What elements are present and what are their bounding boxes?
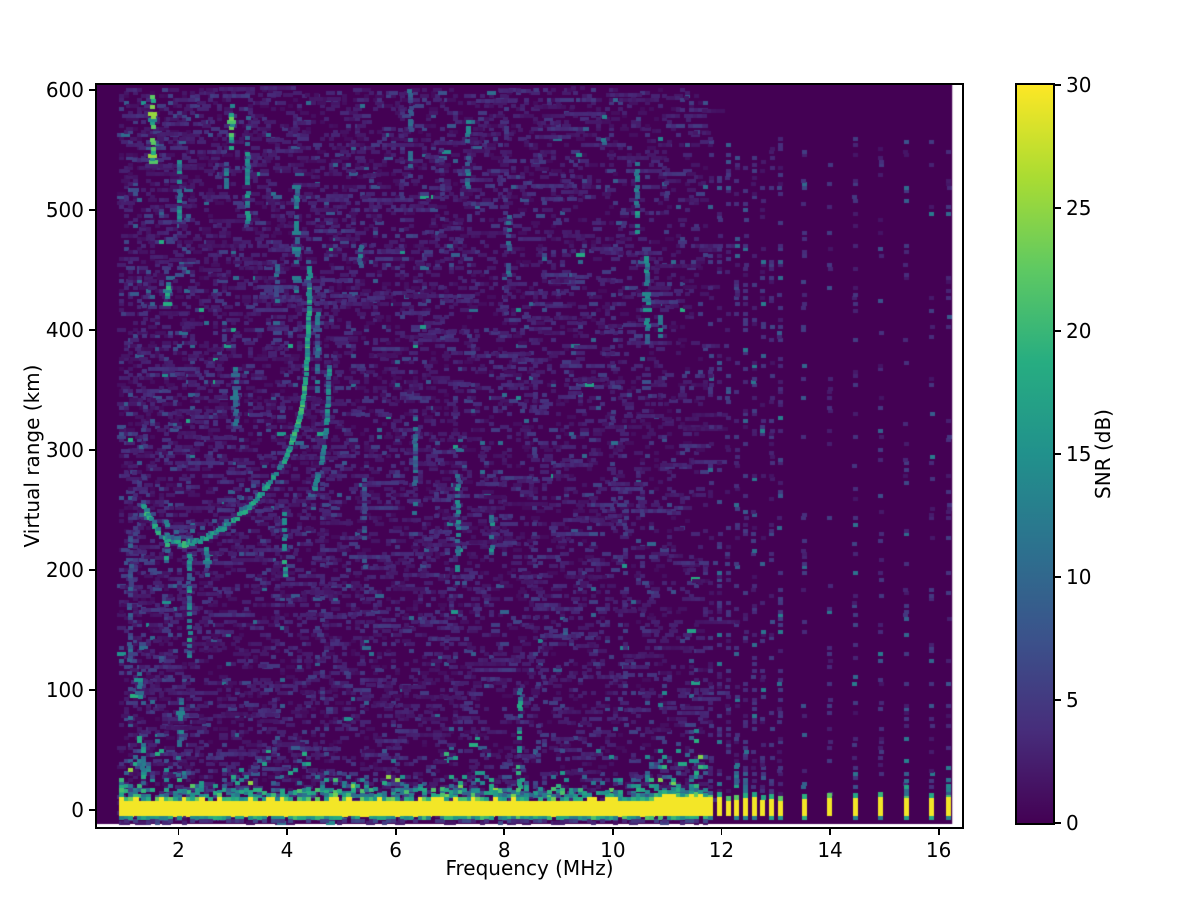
colorbar [1015,83,1055,825]
colorbar-tick-mark [1055,822,1061,824]
colorbar-tick-label: 10 [1066,565,1092,589]
y-tick-mark [89,88,95,91]
colorbar-label: SNR (dB) [1091,409,1115,499]
y-tick-mark [89,208,95,211]
y-tick-label: 300 [45,437,84,462]
y-tick-mark [89,329,95,331]
x-tick-label: 14 [817,838,843,862]
y-tick-mark [89,569,95,571]
y-tick-label: 200 [45,558,84,583]
x-tick-mark [829,829,831,835]
y-tick-mark [89,809,95,812]
x-tick-mark [937,829,940,835]
colorbar-tick-label: 25 [1066,196,1092,220]
x-tick-label: 12 [708,838,735,862]
x-tick-mark [503,829,506,835]
y-tick-label: 600 [45,77,84,102]
colorbar-tick-mark [1055,330,1061,332]
colorbar-tick-mark [1055,576,1061,578]
x-axis-label: Frequency (MHz) [445,856,614,880]
y-tick-mark [89,449,95,451]
x-tick-mark [720,829,723,835]
colorbar-tick-label: 20 [1066,319,1092,343]
x-tick-mark [177,829,180,835]
colorbar-tick-mark [1055,207,1061,209]
x-tick-mark [394,829,397,835]
y-tick-label: 500 [45,197,84,222]
x-tick-mark [286,829,288,835]
x-tick-label: 10 [600,838,626,862]
heatmap-canvas [97,85,962,827]
x-tick-label: 2 [172,838,185,862]
y-tick-label: 400 [45,317,84,342]
colorbar-tick-mark [1055,453,1061,455]
x-tick-label: 16 [925,838,952,862]
colorbar-tick-label: 15 [1066,442,1092,466]
y-tick-mark [89,689,95,692]
colorbar-tick-mark [1055,84,1061,86]
x-tick-label: 4 [280,838,294,862]
colorbar-tick-label: 30 [1066,73,1092,97]
colorbar-gradient [1017,85,1053,823]
x-tick-label: 6 [389,838,402,862]
colorbar-tick-label: 5 [1066,688,1079,712]
colorbar-tick-mark [1055,699,1061,701]
colorbar-tick-label: 0 [1066,811,1079,835]
y-axis-label: Virtual range (km) [20,364,44,548]
y-tick-label: 0 [71,798,84,823]
x-tick-mark [611,829,614,835]
y-tick-label: 100 [45,678,84,703]
x-tick-label: 8 [497,838,511,862]
